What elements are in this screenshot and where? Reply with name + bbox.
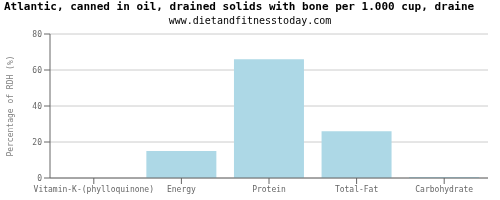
svg-text:Energy: Energy (167, 185, 196, 194)
svg-text:20: 20 (32, 138, 42, 147)
svg-text:60: 60 (32, 66, 42, 75)
svg-text:Total-Fat: Total-Fat (335, 185, 379, 194)
svg-text:40: 40 (32, 102, 42, 111)
svg-text:Vitamin-K-(phylloquinone): Vitamin-K-(phylloquinone) (34, 185, 154, 194)
svg-text:80: 80 (32, 30, 42, 39)
svg-text:Percentage of RDH (%): Percentage of RDH (%) (8, 55, 15, 156)
html-text:www.dietandfitnesstoday.com: www.dietandfitnesstoday.com (168, 15, 332, 26)
svg-text:Carbohydrate: Carbohydrate (415, 185, 473, 194)
svg-text:Protein: Protein (252, 185, 286, 194)
svg-text:0: 0 (37, 174, 42, 183)
html-text:Atlantic, canned in oil, drain: Atlantic, canned in oil, drained solids … (4, 0, 475, 13)
